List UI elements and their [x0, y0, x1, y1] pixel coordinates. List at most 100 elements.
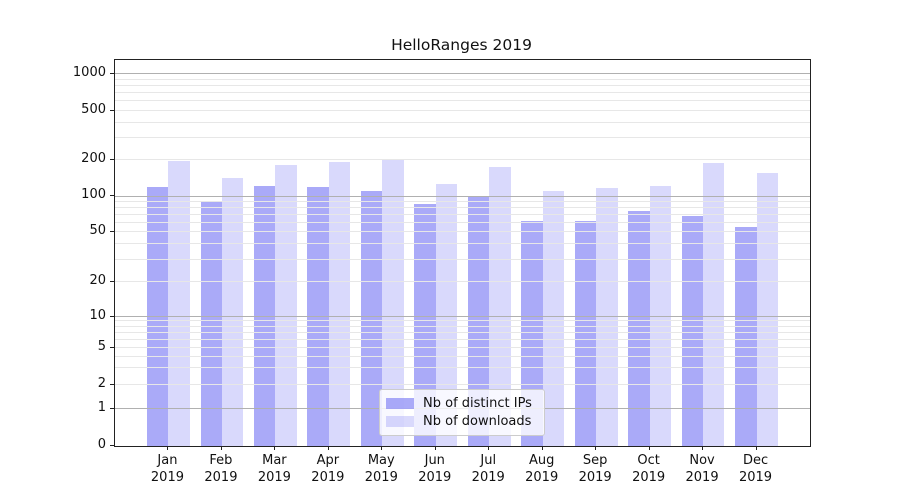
bar-distinct-ips-may: [360, 191, 383, 446]
y-tick-mark: [110, 445, 114, 446]
x-tick-label-dec: Dec 2019: [726, 452, 786, 486]
y-tick-mark: [110, 231, 114, 233]
x-tick-label-oct: Oct 2019: [619, 452, 679, 486]
bar-downloads-jun: [435, 183, 458, 446]
x-tick-mark: [381, 446, 383, 450]
grid-line-minor: [115, 109, 810, 111]
y-tick-label: 1000: [72, 65, 106, 80]
y-tick-mark: [110, 346, 114, 348]
x-tick-mark: [702, 446, 704, 450]
y-tick-label: 50: [89, 223, 106, 239]
grid-line-minor: [115, 99, 810, 101]
y-tick-mark: [110, 407, 114, 409]
x-tick-mark: [220, 446, 222, 450]
grid-line-minor: [115, 137, 810, 139]
grid-line-minor: [115, 78, 810, 80]
bar-distinct-ips-jun: [414, 203, 436, 446]
x-tick-month: Sep: [582, 453, 608, 468]
x-tick-month: May: [367, 453, 395, 468]
y-tick-label: 100: [81, 187, 106, 203]
grid-line-minor: [115, 159, 810, 161]
grid-line-major: [115, 73, 810, 75]
plot-area: Nb of distinct IPs Nb of downloads: [114, 59, 811, 447]
legend-entry-downloads: Nb of downloads: [386, 413, 536, 430]
x-tick-year: 2019: [257, 470, 291, 485]
y-tick-label: 1: [97, 399, 106, 415]
x-tick-mark: [274, 446, 276, 450]
x-tick-year: 2019: [471, 470, 505, 485]
bar-distinct-ips-sep: [574, 221, 597, 446]
x-tick-mark: [327, 446, 329, 450]
x-tick-year: 2019: [364, 470, 398, 485]
x-tick-month: Nov: [689, 453, 715, 468]
x-tick-month: Jun: [424, 453, 445, 468]
y-tick-label: 20: [89, 272, 106, 288]
x-tick-month: Apr: [316, 453, 340, 468]
x-tick-year: 2019: [738, 470, 773, 485]
bar-downloads-mar: [275, 164, 297, 446]
x-tick-label-jan: Jan 2019: [137, 452, 197, 486]
x-tick-year: 2019: [204, 470, 238, 485]
x-tick-month: Aug: [528, 453, 555, 468]
x-tick-mark: [648, 446, 650, 450]
x-tick-label-jul: Jul 2019: [458, 452, 518, 486]
y-tick-label: 0: [97, 437, 106, 452]
bar-downloads-feb: [221, 178, 244, 446]
x-tick-label-aug: Aug 2019: [512, 452, 572, 486]
bar-distinct-ips-jan: [147, 186, 169, 446]
x-tick-year: 2019: [418, 470, 452, 485]
x-tick-mark: [595, 446, 597, 450]
x-tick-mark: [434, 446, 436, 450]
bar-downloads-jul: [489, 166, 511, 446]
x-tick-label-sep: Sep 2019: [565, 452, 625, 486]
y-tick-mark: [110, 159, 114, 160]
x-tick-label-nov: Nov 2019: [672, 452, 732, 486]
y-tick-label: 5: [97, 338, 106, 354]
x-tick-label-apr: Apr 2019: [298, 452, 358, 486]
x-tick-month: Mar: [262, 453, 287, 468]
bar-distinct-ips-oct: [628, 211, 650, 446]
x-tick-year: 2019: [632, 470, 666, 485]
x-tick-mark: [167, 446, 169, 450]
bar-distinct-ips-mar: [254, 186, 276, 446]
x-tick-year: 2019: [685, 470, 719, 485]
bar-distinct-ips-feb: [200, 201, 222, 446]
x-tick-mark: [755, 446, 757, 450]
legend-label-downloads: Nb of downloads: [423, 414, 532, 429]
y-tick-mark: [110, 383, 114, 385]
bar-downloads-aug: [542, 191, 565, 446]
x-tick-month: Feb: [209, 453, 233, 468]
legend: Nb of distinct IPs Nb of downloads: [379, 389, 545, 436]
x-tick-label-may: May 2019: [351, 452, 411, 486]
x-tick-month: Jan: [157, 453, 178, 468]
legend-label-distinct-ips: Nb of distinct IPs: [423, 396, 532, 411]
x-tick-year: 2019: [311, 470, 345, 485]
grid-line-minor: [115, 121, 810, 123]
bar-downloads-jan: [168, 161, 190, 446]
y-tick-mark: [110, 73, 114, 74]
y-tick-mark: [110, 315, 114, 317]
x-tick-mark: [488, 446, 490, 450]
chart-title: HelloRanges 2019: [391, 36, 532, 54]
x-tick-month: Oct: [637, 453, 660, 468]
x-tick-month: Dec: [742, 453, 769, 468]
legend-entry-distinct-ips: Nb of distinct IPs: [386, 395, 536, 412]
bar-downloads-oct: [649, 186, 671, 446]
bar-distinct-ips-nov: [681, 215, 704, 446]
x-tick-year: 2019: [525, 470, 559, 485]
y-tick-label: 500: [81, 101, 106, 117]
bar-downloads-dec: [756, 173, 778, 446]
bar-downloads-nov: [703, 162, 725, 446]
x-tick-year: 2019: [150, 470, 184, 485]
legend-swatch-distinct-ips: [386, 398, 414, 409]
y-tick-label: 2: [97, 375, 106, 391]
bar-downloads-apr: [328, 162, 351, 446]
legend-swatch-downloads: [386, 416, 414, 427]
bar-downloads-may: [382, 159, 404, 446]
grid-line-minor: [115, 91, 810, 93]
x-tick-month: Jul: [480, 453, 497, 468]
bar-downloads-sep: [596, 187, 618, 446]
y-tick-mark: [110, 109, 114, 111]
x-tick-label-mar: Mar 2019: [244, 452, 304, 486]
